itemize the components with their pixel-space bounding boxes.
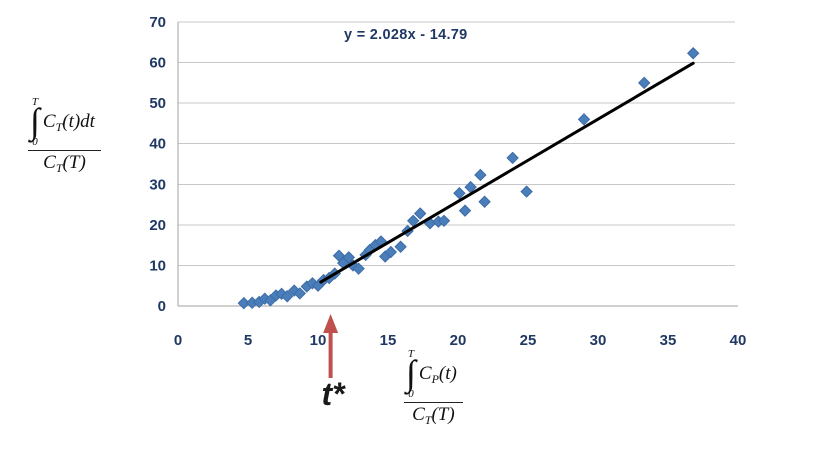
x-num-base: C <box>418 362 432 384</box>
y-tick-label: 10 <box>149 257 166 274</box>
integral-icon: ∫ <box>30 101 40 141</box>
axis-lines <box>177 22 738 307</box>
x-tick-label: 30 <box>590 332 607 349</box>
x-tick-label: 20 <box>450 332 467 349</box>
x-tick-label: 15 <box>380 332 397 349</box>
y-tick-label: 70 <box>149 14 166 31</box>
data-point <box>413 207 427 220</box>
y-num-base: C <box>42 110 56 132</box>
y-formula-denominator: CT(T) <box>28 151 101 174</box>
data-point <box>686 47 700 60</box>
y-tick-label: 20 <box>149 217 166 234</box>
y-fraction-bar <box>28 149 101 151</box>
x-tick-label: 10 <box>310 332 327 349</box>
data-point <box>577 113 591 126</box>
y-tick-label: 60 <box>149 55 166 72</box>
x-axis-tick-labels: 0 5 10 15 20 25 30 35 40 <box>174 332 747 349</box>
data-point <box>458 204 472 217</box>
data-point <box>520 185 533 198</box>
x-tick-label: 0 <box>174 332 182 349</box>
y-formula-numerator: T ∫ 0 CT(t)dt <box>28 97 101 149</box>
x-num-tail: (t) <box>438 362 457 384</box>
data-point <box>453 187 466 200</box>
y-den-subscript: T <box>55 160 63 175</box>
y-num-tail: (t)dt <box>62 110 95 132</box>
data-point <box>506 151 519 165</box>
data-point <box>280 290 294 303</box>
y-den-tail: (T) <box>62 151 86 173</box>
data-point <box>437 214 451 228</box>
x-tick-label: 25 <box>520 332 537 349</box>
x-axis-label-formula: T ∫ 0 CP(t) CT(T) <box>404 344 463 426</box>
integral-icon: ∫ <box>406 353 416 393</box>
x-den-tail: (T) <box>431 403 455 425</box>
y-integral-upper-limit: T <box>31 96 38 108</box>
x-den-subscript: T <box>424 412 432 427</box>
data-point <box>352 262 365 275</box>
x-integral-upper-limit: T <box>407 348 414 360</box>
data-point <box>478 195 491 208</box>
scatter-points <box>237 47 700 310</box>
x-tick-label: 5 <box>244 332 252 349</box>
x-tick-label: 35 <box>660 332 677 349</box>
data-point <box>293 287 307 300</box>
data-point <box>637 76 651 90</box>
gridlines <box>178 21 735 266</box>
data-point <box>474 168 487 182</box>
x-den-base: C <box>412 403 425 425</box>
data-point <box>384 245 398 259</box>
x-tick-label: 40 <box>730 332 747 349</box>
y-num-subscript: T <box>55 119 63 134</box>
y-tick-label: 0 <box>158 298 166 315</box>
x-num-subscript: P <box>431 371 439 386</box>
y-axis-label-formula: T ∫ 0 CT(t)dt CT(T) <box>28 92 101 174</box>
y-tick-label: 30 <box>149 176 166 193</box>
x-fraction-bar <box>404 401 463 403</box>
x-formula-numerator: T ∫ 0 CP(t) <box>404 349 463 401</box>
x-integral-lower-limit: 0 <box>408 387 414 400</box>
y-axis-tick-labels: 0 10 20 30 40 50 60 70 <box>149 14 166 315</box>
trend-line <box>319 61 695 284</box>
data-point <box>394 240 407 253</box>
trendline-equation: y = 2.028x - 14.79 <box>344 27 468 43</box>
y-tick-label: 40 <box>149 136 166 153</box>
y-integral-lower-limit: 0 <box>32 135 38 148</box>
t-star-label: t* <box>321 376 345 412</box>
t-star-arrow <box>323 314 339 378</box>
data-point <box>342 251 356 264</box>
x-formula-denominator: CT(T) <box>404 403 463 426</box>
y-tick-label: 50 <box>149 95 166 112</box>
y-den-base: C <box>43 151 56 173</box>
